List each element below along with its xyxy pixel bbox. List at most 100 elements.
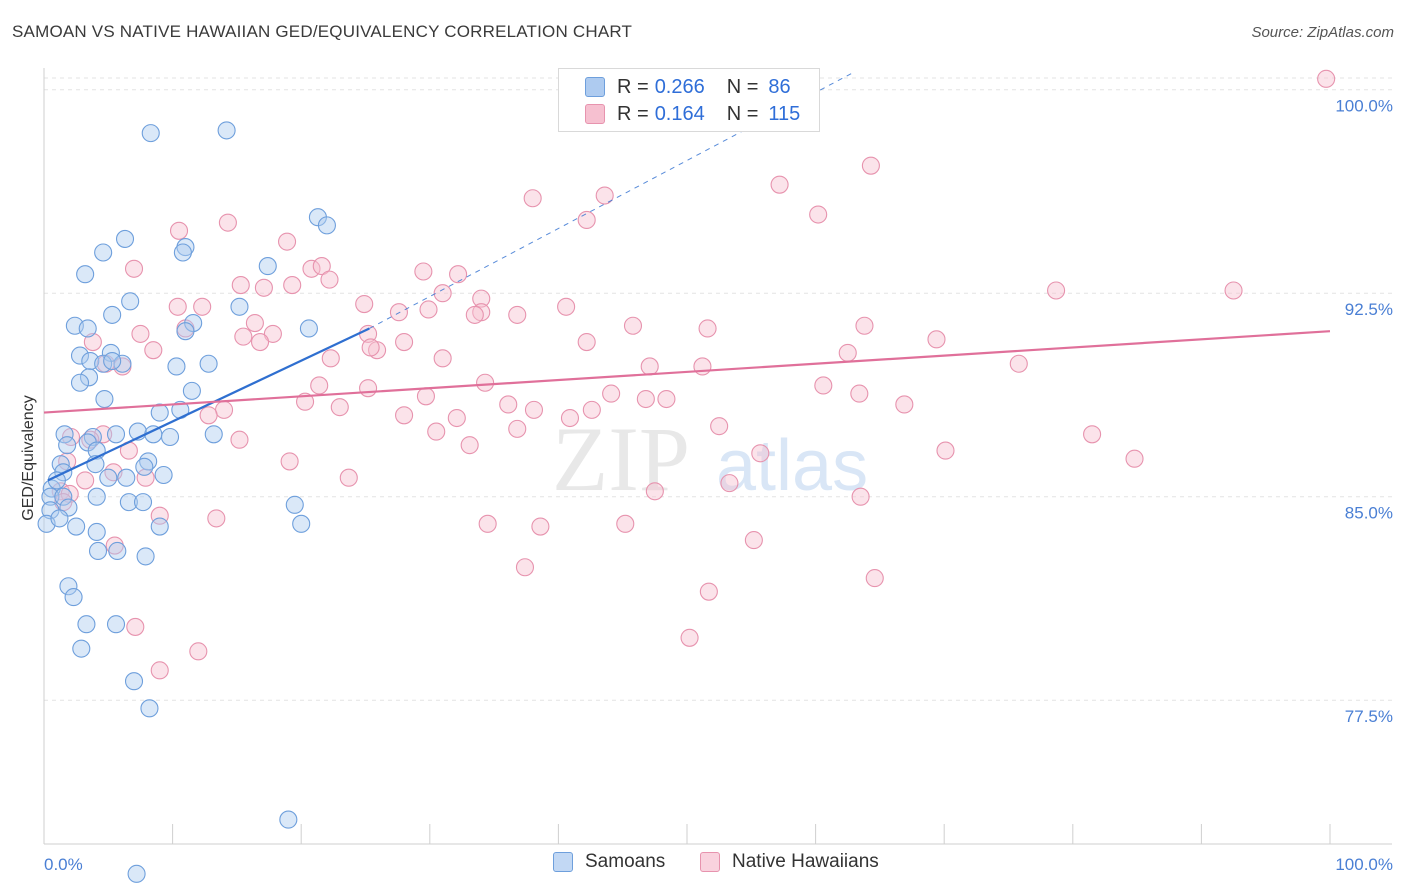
data-point-hawaiians: [595, 186, 614, 205]
data-point-samoans: [106, 615, 126, 634]
bottom-legend-samoans[interactable]: Samoans: [553, 851, 665, 873]
data-point-hawaiians: [150, 661, 169, 680]
data-point-hawaiians: [523, 189, 542, 208]
data-point-samoans: [67, 517, 86, 536]
data-point-hawaiians: [699, 582, 718, 601]
data-point-hawaiians: [508, 419, 527, 438]
data-point-hawaiians: [770, 175, 789, 194]
data-point-hawaiians: [851, 487, 870, 506]
data-point-hawaiians: [1083, 425, 1102, 444]
data-point-hawaiians: [478, 514, 497, 533]
data-point-hawaiians: [472, 289, 491, 308]
data-point-hawaiians: [131, 324, 150, 343]
data-point-hawaiians: [339, 468, 358, 487]
data-point-samoans: [204, 425, 223, 444]
data-point-hawaiians: [231, 276, 250, 295]
data-point-samoans: [77, 615, 96, 634]
data-point-hawaiians: [124, 259, 144, 278]
data-point-samoans: [119, 493, 138, 512]
data-point-hawaiians: [169, 221, 189, 240]
trend-line-hawaiians: [43, 330, 1331, 414]
data-point-samoans: [150, 403, 169, 422]
data-point-hawaiians: [1317, 69, 1336, 88]
data-point-hawaiians: [214, 400, 234, 419]
data-point-hawaiians: [310, 376, 329, 395]
data-point-samoans: [127, 864, 146, 883]
series-samoans: [37, 121, 336, 883]
source-label: Source: ZipAtlas.com: [1251, 24, 1394, 41]
data-point-samoans: [41, 487, 60, 506]
data-point-samoans: [99, 468, 118, 487]
data-point-samoans: [83, 427, 102, 447]
data-point-hawaiians: [577, 210, 596, 229]
tick-labels: 100.0% 92.5% 85.0% 77.5% 0.0% 100.0%: [44, 97, 1393, 874]
data-point-samoans: [199, 354, 218, 373]
data-point-samoans: [136, 547, 155, 566]
data-point-samoans: [279, 810, 298, 829]
data-point-hawaiians: [524, 400, 544, 419]
bottom-legend-label-hawaiians: Native Hawaiians: [732, 851, 879, 872]
data-point-hawaiians: [698, 319, 717, 338]
legend-n-label: N =: [726, 75, 759, 98]
data-point-samoans: [182, 381, 201, 400]
data-point-hawaiians: [531, 517, 550, 536]
data-point-samoans: [78, 319, 97, 338]
data-point-hawaiians: [865, 569, 884, 588]
legend: R = 0.266 N = 86 R = 0.164 N = 115: [558, 68, 820, 132]
data-point-hawaiians: [1009, 354, 1028, 373]
data-point-hawaiians: [447, 408, 466, 428]
legend-swatch-hawaiians: [585, 104, 605, 124]
data-point-hawaiians: [280, 452, 299, 471]
data-point-hawaiians: [81, 430, 100, 449]
data-point-hawaiians: [499, 395, 518, 414]
data-point-samoans: [121, 292, 140, 311]
data-point-hawaiians: [361, 338, 380, 357]
data-point-hawaiians: [330, 398, 349, 417]
data-point-hawaiians: [460, 436, 479, 455]
data-point-samoans: [76, 265, 95, 284]
data-point-samoans: [58, 436, 77, 455]
y-tick-label: 100.0%: [1335, 97, 1393, 116]
data-point-samoans: [285, 495, 304, 514]
data-point-samoans: [106, 425, 126, 444]
data-point-samoans: [87, 487, 106, 506]
data-point-hawaiians: [508, 305, 527, 324]
data-point-hawaiians: [320, 270, 339, 289]
data-point-hawaiians: [1224, 281, 1243, 300]
data-point-hawaiians: [419, 300, 438, 319]
data-point-hawaiians: [895, 395, 914, 414]
data-point-hawaiians: [838, 343, 857, 362]
data-point-hawaiians: [416, 387, 435, 406]
data-point-hawaiians: [809, 205, 828, 224]
legend-row-samoans: R = 0.266 N = 86: [585, 75, 791, 99]
chart-title: SAMOAN VS NATIVE HAWAIIAN GED/EQUIVALENC…: [12, 22, 633, 41]
data-point-samoans: [94, 243, 113, 262]
data-point-samoans: [70, 346, 90, 365]
data-point-samoans: [140, 699, 159, 718]
data-point-hawaiians: [751, 444, 770, 463]
data-point-hawaiians: [207, 509, 226, 528]
data-point-samoans: [160, 427, 180, 447]
data-point-samoans: [258, 257, 277, 276]
data-point-hawaiians: [126, 617, 145, 636]
bottom-legend-swatch-samoans: [553, 852, 573, 872]
data-point-hawaiians: [76, 471, 95, 490]
data-point-hawaiians: [355, 295, 374, 314]
data-point-hawaiians: [230, 430, 249, 449]
data-point-hawaiians: [218, 213, 237, 232]
data-point-samoans: [292, 514, 311, 533]
data-point-hawaiians: [395, 406, 414, 425]
legend-n-value: 86: [768, 75, 791, 98]
data-point-hawaiians: [199, 406, 218, 425]
data-point-samoans: [154, 465, 173, 485]
legend-r-label: R =: [617, 102, 649, 125]
data-point-hawaiians: [245, 313, 264, 333]
data-point-samoans: [230, 297, 249, 316]
data-point-hawaiians: [263, 324, 282, 343]
bottom-legend-hawaiians[interactable]: Native Hawaiians: [700, 851, 879, 873]
data-point-hawaiians: [389, 303, 408, 322]
legend-row-hawaiians: R = 0.164 N = 115: [585, 102, 800, 126]
data-point-hawaiians: [296, 392, 315, 411]
data-point-samoans: [115, 229, 135, 248]
